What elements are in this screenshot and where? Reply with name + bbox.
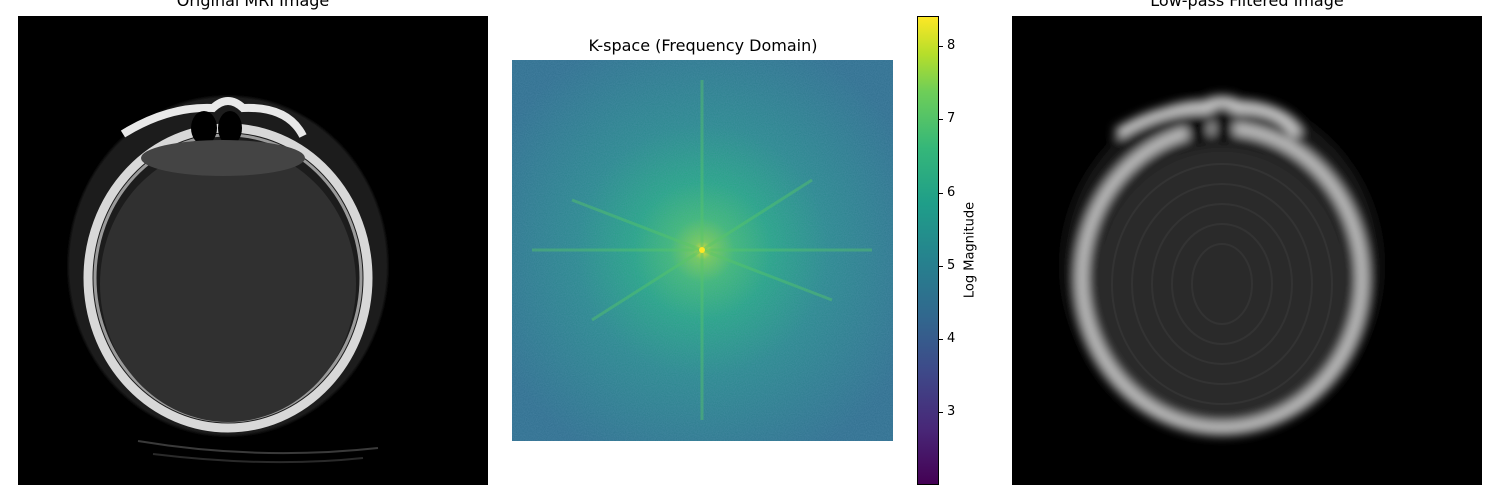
- colorbar-tick-label: 5: [947, 258, 956, 273]
- colorbar-tick-label: 3: [947, 404, 956, 419]
- colorbar-tick-mark: [939, 193, 943, 194]
- colorbar-tick-mark: [939, 119, 943, 120]
- kspace-title: K-space (Frequency Domain): [588, 36, 818, 55]
- original-mri-image: [18, 16, 488, 485]
- colorbar-label: Log Magnitude: [962, 201, 978, 299]
- filtered-image: [1012, 16, 1482, 485]
- colorbar: [917, 16, 939, 485]
- colorbar-tick-label: 4: [947, 331, 956, 346]
- original-image-title: Original MRI Image: [176, 0, 330, 10]
- colorbar-tick-label: 8: [947, 38, 956, 53]
- filtered-image-title: Low-pass Filtered Image: [1150, 0, 1344, 10]
- colorbar-tick-label: 6: [947, 185, 956, 200]
- colorbar-tick-mark: [939, 46, 943, 47]
- colorbar-tick-label: 7: [947, 111, 956, 126]
- colorbar-tick-mark: [939, 339, 943, 340]
- kspace-image: [512, 60, 893, 441]
- colorbar-tick-mark: [939, 412, 943, 413]
- colorbar-tick-mark: [939, 266, 943, 267]
